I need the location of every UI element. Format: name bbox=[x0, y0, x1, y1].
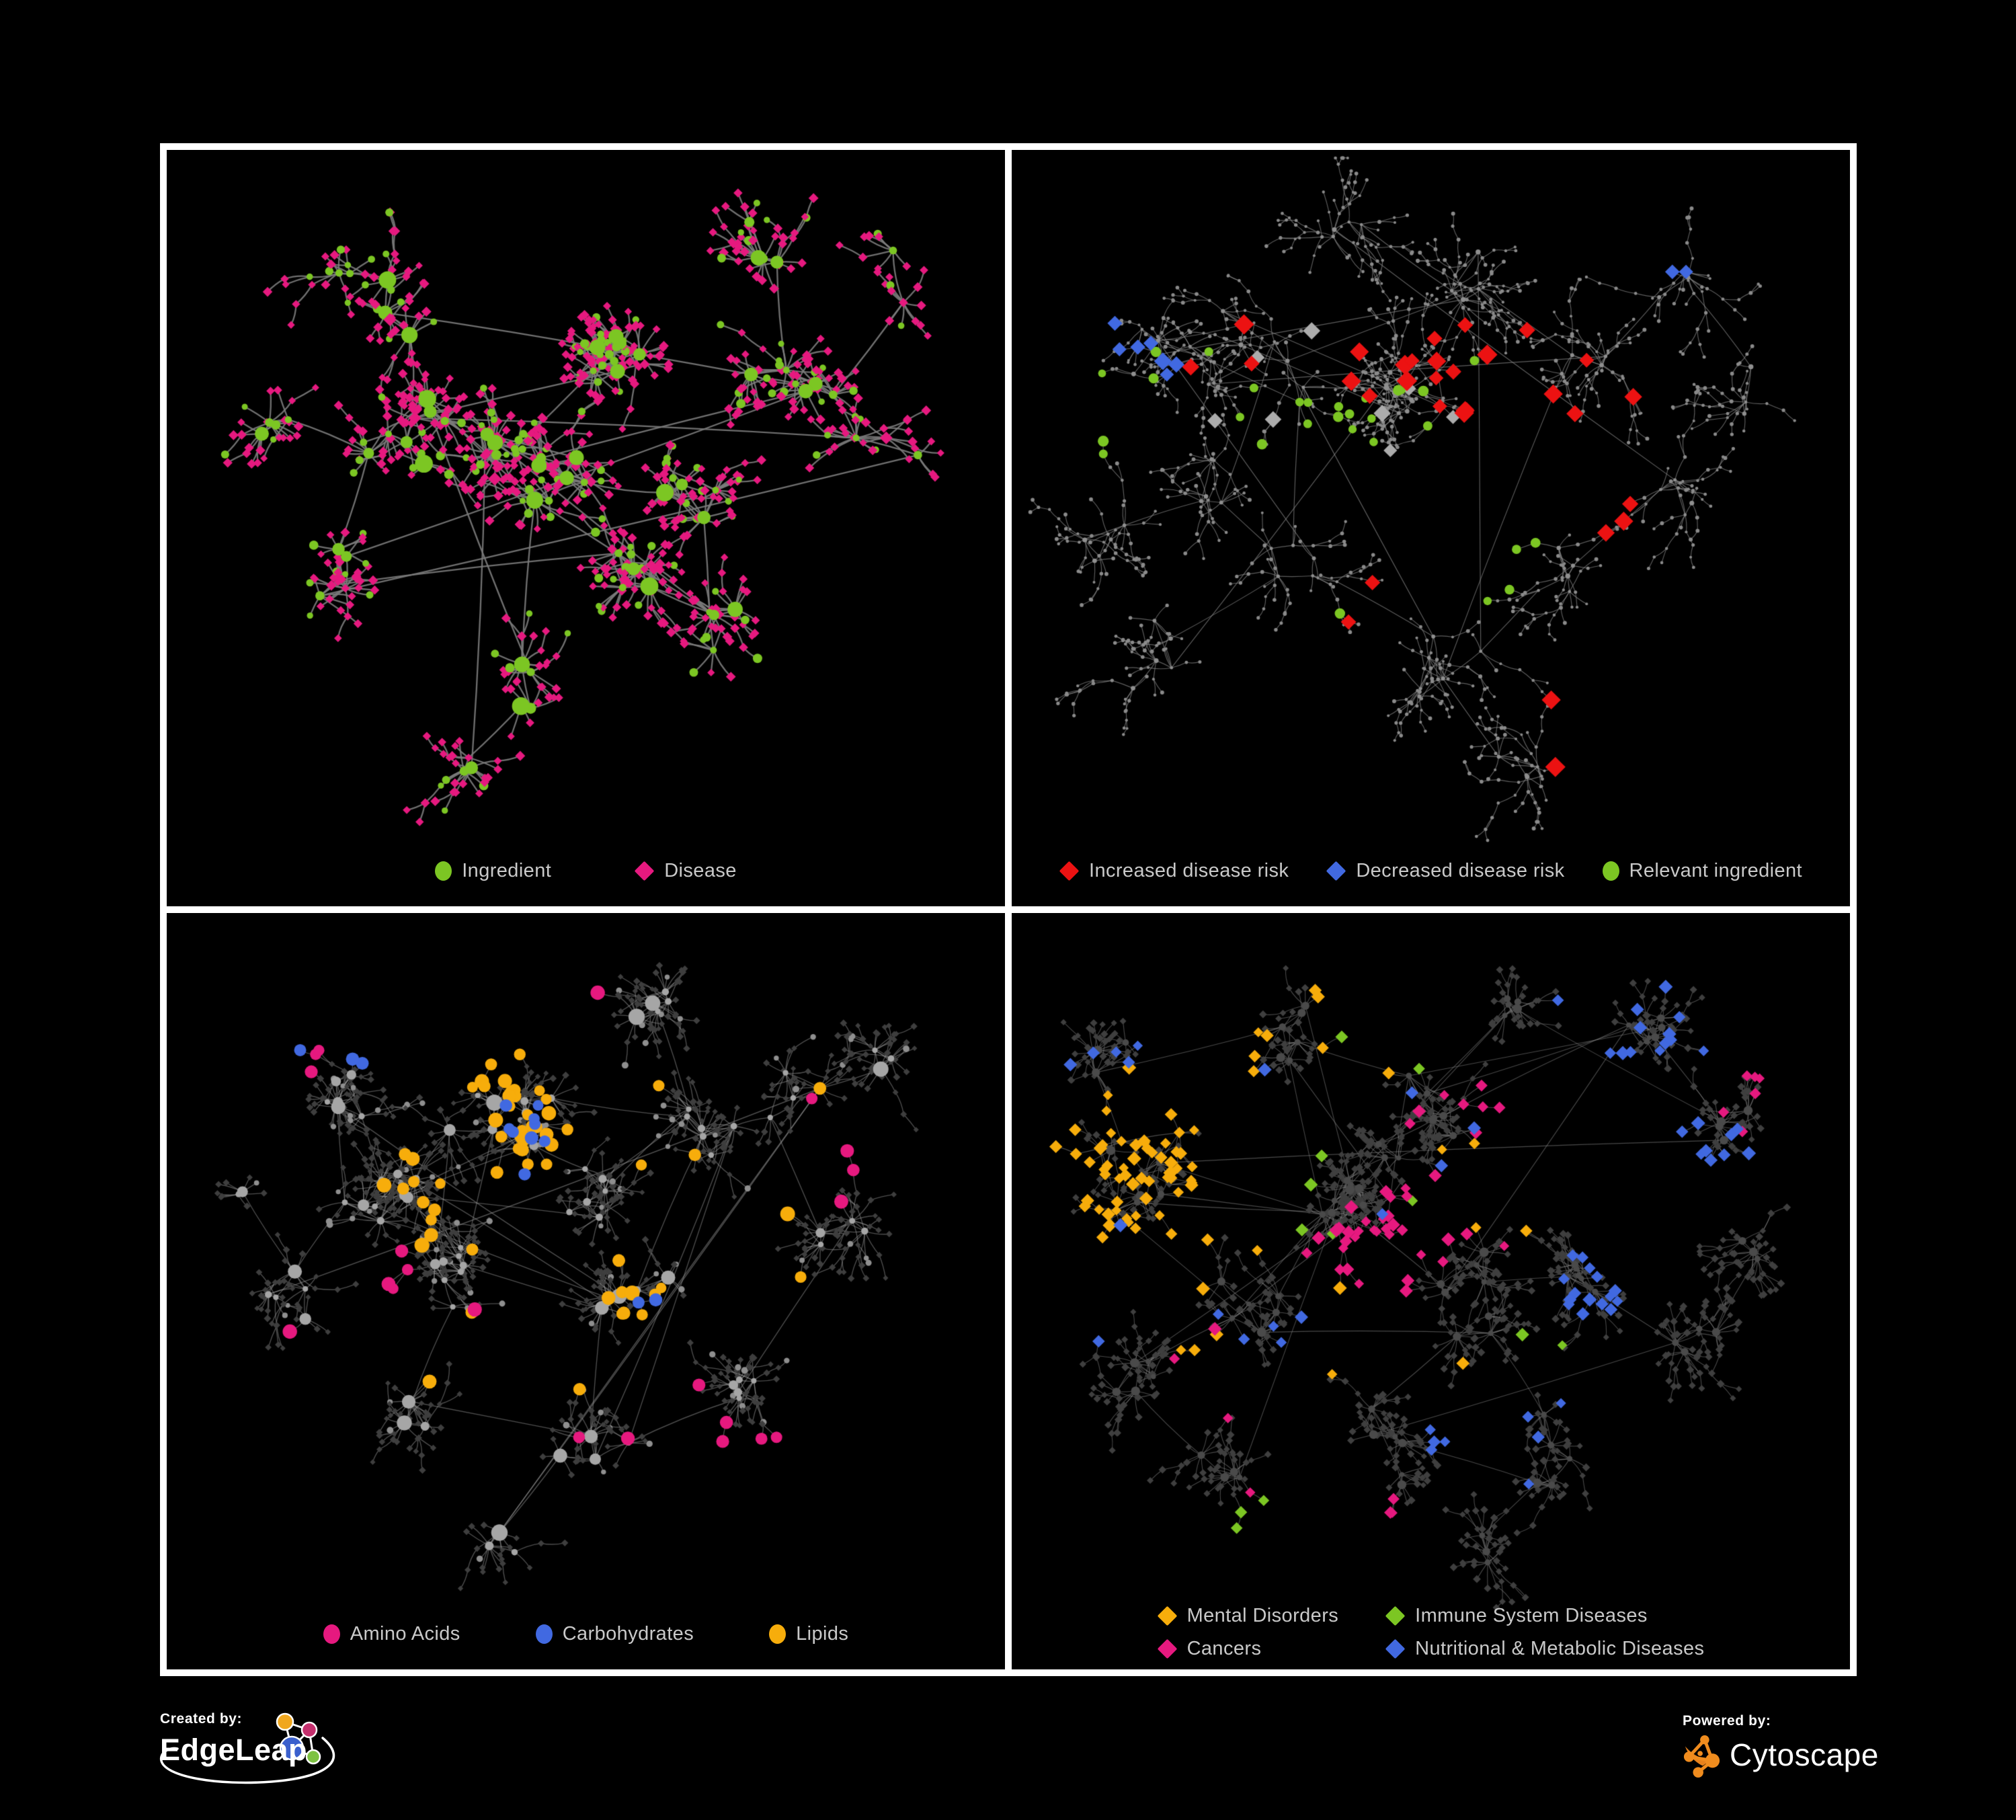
cytoscape-logo-icon bbox=[1683, 1735, 1720, 1778]
carbohydrates-glyph bbox=[535, 1624, 553, 1644]
legend-item: Cancers bbox=[1157, 1638, 1339, 1660]
created-by-label: Created by: bbox=[160, 1711, 243, 1727]
cytoscape-credit: Powered by: Cytoscape bbox=[1683, 1713, 1965, 1807]
powered-by-label: Powered by: bbox=[1683, 1713, 1771, 1729]
disease-categories-legend: Mental Disorders Immune System Diseases … bbox=[1157, 1605, 1705, 1660]
legend-item: Amino Acids bbox=[323, 1623, 460, 1645]
cancers-glyph bbox=[1157, 1638, 1177, 1659]
legend-item: Decreased disease risk bbox=[1326, 860, 1564, 882]
panel-grid: Ingredient Disease Increased disease ris… bbox=[160, 143, 1857, 1676]
disease-glyph bbox=[634, 861, 655, 881]
edgeleap-swoosh bbox=[159, 1737, 335, 1784]
legend-item: Nutritional & Metabolic Diseases bbox=[1385, 1638, 1704, 1660]
edgeleap-wordmark: EdgeLeap bbox=[160, 1733, 308, 1767]
legend-item: Ingredient bbox=[435, 860, 551, 882]
edgeleap-node-yellow bbox=[276, 1712, 294, 1731]
legend-item: Relevant ingredient bbox=[1602, 860, 1803, 882]
legend-label: Amino Acids bbox=[350, 1623, 460, 1645]
panel-ingredient-disease: Ingredient Disease bbox=[167, 150, 1005, 906]
legend-item: Increased disease risk bbox=[1059, 860, 1289, 882]
cytoscape-node bbox=[1705, 1753, 1720, 1768]
cytoscape-brand-row: Cytoscape bbox=[1683, 1732, 1879, 1778]
cytoscape-wordmark: Cytoscape bbox=[1730, 1737, 1879, 1772]
legend-label: Decreased disease risk bbox=[1356, 860, 1565, 881]
cytoscape-node bbox=[1693, 1767, 1703, 1778]
cytoscape-node bbox=[1683, 1751, 1695, 1762]
edgeleap-node-blue bbox=[279, 1735, 305, 1761]
legend-item: Carbohydrates bbox=[535, 1623, 694, 1645]
legend-label: Nutritional & Metabolic Diseases bbox=[1415, 1638, 1705, 1659]
cytoscape-node bbox=[1700, 1735, 1709, 1745]
panel-disease-risk: Increased disease risk Decreased disease… bbox=[1012, 150, 1850, 906]
legend-label: Disease bbox=[664, 860, 737, 881]
panel-nutrient-classes: Amino Acids Carbohydrates Lipids bbox=[167, 913, 1005, 1669]
legend-label: Cancers bbox=[1186, 1638, 1262, 1659]
legend-item: Disease bbox=[634, 860, 737, 882]
disease-risk-network-canvas bbox=[1012, 150, 1850, 853]
disease-categories-network-canvas bbox=[1012, 913, 1850, 1616]
relevant-ingredient-glyph bbox=[1602, 861, 1619, 881]
immune-system-diseases-glyph bbox=[1385, 1606, 1406, 1626]
nutrient-classes-legend: Amino Acids Carbohydrates Lipids bbox=[167, 1623, 1005, 1645]
cytoscape-node bbox=[1697, 1751, 1703, 1756]
increased-risk-glyph bbox=[1059, 861, 1080, 881]
legend-label: Mental Disorders bbox=[1186, 1605, 1339, 1626]
legend-label: Lipids bbox=[796, 1623, 849, 1645]
ingredient-disease-network-canvas bbox=[167, 150, 1005, 853]
edgeleap-node-green bbox=[305, 1749, 321, 1765]
legend-item: Mental Disorders bbox=[1157, 1605, 1339, 1627]
legend-label: Immune System Diseases bbox=[1415, 1605, 1648, 1626]
legend-label: Relevant ingredient bbox=[1629, 860, 1803, 881]
lipids-glyph bbox=[769, 1624, 787, 1644]
panel-disease-categories: Mental Disorders Immune System Diseases … bbox=[1012, 913, 1850, 1669]
legend-item: Immune System Diseases bbox=[1385, 1605, 1704, 1627]
amino-acids-glyph bbox=[323, 1624, 340, 1644]
ingredient-disease-legend: Ingredient Disease bbox=[167, 860, 1005, 882]
disease-risk-legend: Increased disease risk Decreased disease… bbox=[1012, 860, 1850, 882]
edgeleap-credit: Created by: EdgeLeap bbox=[159, 1711, 523, 1812]
legend-item: Lipids bbox=[769, 1623, 848, 1645]
edgeleap-node-magenta bbox=[300, 1721, 318, 1739]
legend-label: Carbohydrates bbox=[562, 1623, 694, 1645]
ingredient-glyph bbox=[435, 861, 452, 881]
nutritional-metabolic-diseases-glyph bbox=[1385, 1638, 1406, 1659]
mental-disorders-glyph bbox=[1157, 1606, 1177, 1626]
edgeleap-logo-graphic bbox=[159, 1712, 335, 1784]
legend-label: Ingredient bbox=[462, 860, 552, 881]
decreased-risk-glyph bbox=[1326, 861, 1346, 881]
legend-label: Increased disease risk bbox=[1088, 860, 1289, 881]
nutrient-classes-network-canvas bbox=[167, 913, 1005, 1616]
